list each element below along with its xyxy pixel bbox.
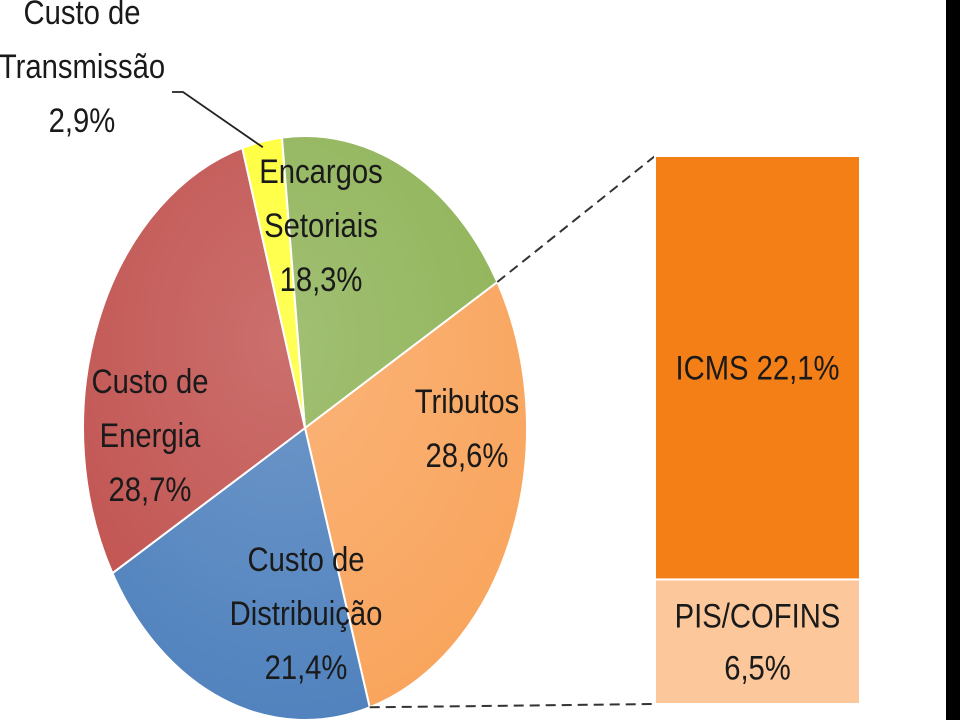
breakdown-bar: ICMS 22,1% PIS/COFINS 6,5% [654, 155, 861, 705]
frame-edge [946, 0, 960, 720]
slice-label-custo-de-distribuicao: Custo de Distribuição 21,4% [230, 540, 383, 687]
connector-lines [369, 155, 656, 709]
slice-label-custo-de-energia: Custo de Energia 28,7% [92, 362, 209, 509]
bar-label-icms-22-1: ICMS 22,1% [675, 349, 839, 388]
bar-segment-icms-22-1 [654, 155, 861, 581]
connector-top [496, 155, 656, 283]
bar-label-pis-cofins: PIS/COFINS 6,5% [675, 597, 841, 688]
leader-line-transmissao [172, 91, 264, 149]
pie-labels: Tributos 28,6%Custo de Distribuição 21,4%Cu… [0, 0, 519, 687]
bar-segment-pis-cofins [654, 578, 861, 705]
slice-label-tributos: Tributos 28,6% [415, 382, 519, 475]
slice-label-custo-de-transmissao: Custo de Transmissão 2,9% [0, 0, 165, 140]
slice-label-encargos-setoriais: Encargos Setoriais 18,3% [259, 152, 382, 299]
connector-bottom [369, 703, 656, 709]
